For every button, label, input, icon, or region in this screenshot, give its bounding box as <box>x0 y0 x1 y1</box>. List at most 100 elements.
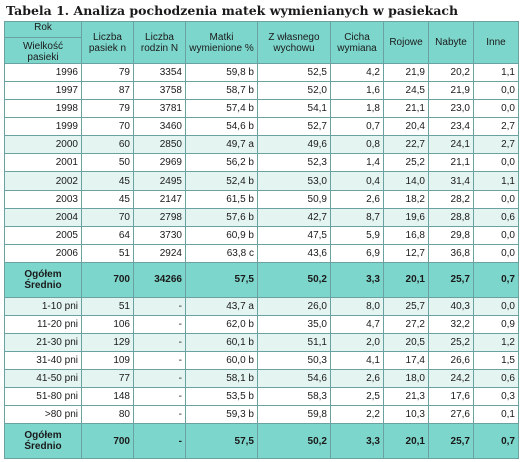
cell-cicha-wymiana: 2,6 <box>330 189 384 209</box>
cell-cicha-wymiana: 6,9 <box>330 243 384 263</box>
cell-inne: 1,1 <box>473 171 519 191</box>
header-cicha-wymiana: Cicha wymiana <box>330 21 384 64</box>
cell-cicha-wymiana: 2,6 <box>330 368 384 388</box>
cell-rojowe: 25,7 <box>383 296 429 316</box>
table-caption: Tabela 1. Analiza pochodzenia matek wymi… <box>6 3 459 18</box>
cell-liczba-rodzin: 3758 <box>133 81 186 101</box>
cell-liczba-pasiek: 109 <box>81 350 134 370</box>
header-inne: Inne <box>473 21 519 64</box>
cell-cicha-wymiana: 1,8 <box>330 99 384 119</box>
cell-liczba-pasiek: 51 <box>81 296 134 316</box>
cell-rojowe: 19,6 <box>383 207 429 227</box>
table-row: 41-50 pni 77-58,1 b 54,6 2,6 18,0 24,2 0,6 <box>4 368 519 388</box>
table-row: 2005 64 3730 60,9 b 47,5 5,9 16,8 29,8 0,0 <box>4 225 519 245</box>
cell-nabyte: 24,1 <box>428 135 474 155</box>
cell-wlasnego-wychowu: 35,0 <box>257 314 331 334</box>
total-label: Ogółem Średnio <box>4 261 82 298</box>
total-label-ogolem: Ogółem <box>24 268 62 280</box>
cell-liczba-pasiek: 60 <box>81 135 134 155</box>
row-label: 2001 <box>4 153 82 173</box>
cell-nabyte: 28,8 <box>428 207 474 227</box>
cell-rojowe: 20,4 <box>383 117 429 137</box>
cell-inne: 0,0 <box>473 225 519 245</box>
cell-wlasnego-wychowu: 52,7 <box>257 117 331 137</box>
row-label: 21-30 pni <box>4 332 82 352</box>
cell-rojowe: 10,3 <box>383 404 429 425</box>
cell-wlasnego-wychowu: 59,8 <box>257 404 331 425</box>
cell-liczba-rodzin: - <box>133 296 186 316</box>
row-label: 41-50 pni <box>4 368 82 388</box>
cell-liczba-rodzin: 2798 <box>133 207 186 227</box>
cell-inne: 0,0 <box>473 81 519 101</box>
cell-liczba-rodzin: - <box>133 368 186 388</box>
cell-rojowe: 24,5 <box>383 81 429 101</box>
cell-matki-wymienione: 60,9 b <box>185 225 258 245</box>
cell-inne: 0,6 <box>473 207 519 227</box>
cell-liczba-pasiek: 148 <box>81 386 134 407</box>
cell-cicha-wymiana: 4,2 <box>330 62 384 83</box>
cell-matki-wymienione: 53,5 b <box>185 386 258 407</box>
cell-inne: 0,0 <box>473 153 519 173</box>
row-label: 1-10 pni <box>4 296 82 316</box>
total-label-ogolem: Ogółem <box>24 430 62 442</box>
table-row: 31-40 pni 109-60,0 b 50,3 4,1 17,4 26,6 1,5 <box>4 350 519 370</box>
cell-nabyte: 40,3 <box>428 296 474 316</box>
cell-nabyte: 21,9 <box>428 81 474 101</box>
total-rojowe: 20,1 <box>383 423 429 459</box>
cell-liczba-rodzin: 3460 <box>133 117 186 137</box>
cell-matki-wymienione: 60,0 b <box>185 350 258 370</box>
cell-wlasnego-wychowu: 50,9 <box>257 189 331 209</box>
cell-liczba-pasiek: 70 <box>81 207 134 227</box>
cell-liczba-rodzin: - <box>133 404 186 425</box>
total-wlasnego-wychowu: 50,2 <box>257 423 331 459</box>
table-body: 1996 79 3354 59,8 b 52,5 4,2 21,9 20,2 1,1 1997 87… <box>4 62 519 459</box>
cell-inne: 0,6 <box>473 368 519 388</box>
cell-matki-wymienione: 59,8 b <box>185 62 258 83</box>
cell-matki-wymienione: 49,7 a <box>185 135 258 155</box>
cell-wlasnego-wychowu: 42,7 <box>257 207 331 227</box>
cell-cicha-wymiana: 2,2 <box>330 404 384 425</box>
cell-matki-wymienione: 62,0 b <box>185 314 258 334</box>
cell-cicha-wymiana: 1,6 <box>330 81 384 101</box>
cell-wlasnego-wychowu: 49,6 <box>257 135 331 155</box>
cell-wlasnego-wychowu: 54,1 <box>257 99 331 119</box>
row-label: 2005 <box>4 225 82 245</box>
cell-liczba-pasiek: 79 <box>81 99 134 119</box>
cell-inne: 1,1 <box>473 62 519 83</box>
row-label: 1998 <box>4 99 82 119</box>
cell-inne: 0,3 <box>473 386 519 407</box>
cell-liczba-rodzin: 2924 <box>133 243 186 263</box>
cell-inne: 0,0 <box>473 296 519 316</box>
header-wielkosc: Wielkość pasieki <box>5 37 81 63</box>
cell-inne: 2,7 <box>473 117 519 137</box>
cell-wlasnego-wychowu: 54,6 <box>257 368 331 388</box>
row-label: 1999 <box>4 117 82 137</box>
cell-nabyte: 23,0 <box>428 99 474 119</box>
cell-liczba-rodzin: 2147 <box>133 189 186 209</box>
table-row: 2004 70 2798 57,6 b 42,7 8,7 19,6 28,8 0,6 <box>4 207 519 227</box>
row-label: 2002 <box>4 171 82 191</box>
cell-rojowe: 18,2 <box>383 189 429 209</box>
row-label: 1996 <box>4 62 82 83</box>
row-label: 51-80 pni <box>4 386 82 407</box>
total-cicha-wymiana: 3,3 <box>330 423 384 459</box>
cell-liczba-rodzin: - <box>133 386 186 407</box>
cell-matki-wymienione: 63,8 c <box>185 243 258 263</box>
row-label: 2000 <box>4 135 82 155</box>
cell-matki-wymienione: 59,3 b <box>185 404 258 425</box>
cell-liczba-pasiek: 77 <box>81 368 134 388</box>
total-cicha-wymiana: 3,3 <box>330 261 384 298</box>
header-liczba-rodzin: Liczba rodzin N <box>133 21 186 64</box>
cell-wlasnego-wychowu: 52,5 <box>257 62 331 83</box>
cell-liczba-rodzin: 3730 <box>133 225 186 245</box>
cell-cicha-wymiana: 5,9 <box>330 225 384 245</box>
header-wlasnego-wychowu: Z własnego wychowu <box>257 21 331 64</box>
total-label-srednio: Średnio <box>24 441 62 453</box>
cell-rojowe: 21,9 <box>383 62 429 83</box>
row-label: 1997 <box>4 81 82 101</box>
row-label: 11-20 pni <box>4 314 82 334</box>
cell-rojowe: 21,1 <box>383 99 429 119</box>
total-matki-wymienione: 57,5 <box>185 261 258 298</box>
total-label-srednio: Średnio <box>24 279 62 291</box>
cell-liczba-pasiek: 70 <box>81 117 134 137</box>
